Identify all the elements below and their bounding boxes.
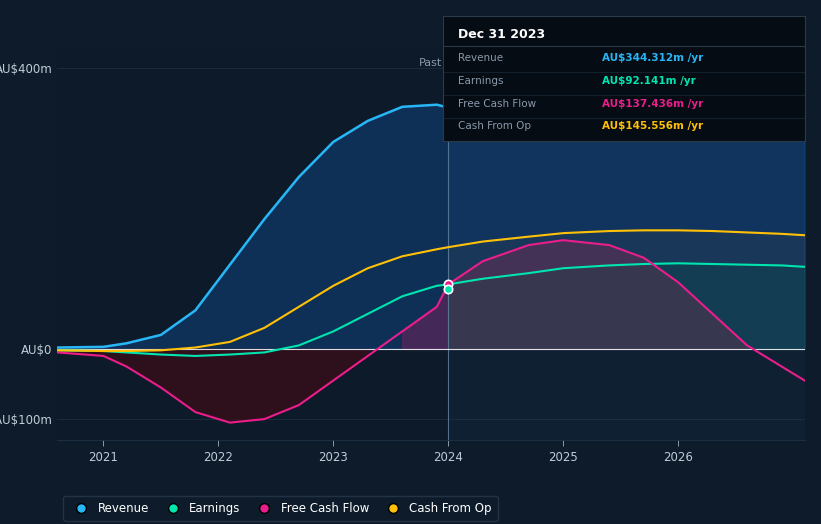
Text: Cash From Op: Cash From Op [458,122,531,132]
Text: Past: Past [420,58,443,68]
Legend: Revenue, Earnings, Free Cash Flow, Cash From Op: Revenue, Earnings, Free Cash Flow, Cash … [63,496,498,521]
Text: AU$344.312m /yr: AU$344.312m /yr [603,53,704,63]
Bar [57,47,448,440]
Text: Free Cash Flow: Free Cash Flow [458,99,536,108]
Text: Revenue: Revenue [458,53,503,63]
Bar [448,47,805,440]
Text: Earnings: Earnings [458,76,503,86]
Text: AU$92.141m /yr: AU$92.141m /yr [603,76,696,86]
Text: AU$145.556m /yr: AU$145.556m /yr [603,122,704,132]
Text: Analysts Forecasts: Analysts Forecasts [456,58,560,68]
Text: AU$137.436m /yr: AU$137.436m /yr [603,99,704,108]
Text: Dec 31 2023: Dec 31 2023 [458,28,545,41]
